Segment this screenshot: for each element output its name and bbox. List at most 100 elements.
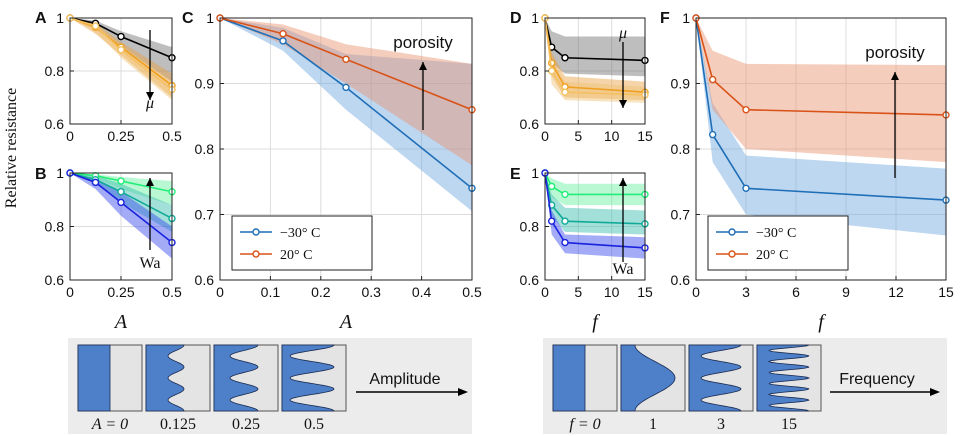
- y-tick-label: 1: [531, 10, 539, 26]
- x-axis-label: A: [338, 311, 353, 333]
- data-point: [742, 105, 750, 114]
- series-line-1: [544, 172, 646, 225]
- y-tick-label: 0.8: [45, 219, 65, 235]
- data-point: [561, 88, 569, 96]
- legend-label: −30° C: [756, 226, 796, 241]
- x-tick-label: 0: [541, 128, 549, 144]
- band-1: [545, 173, 645, 235]
- series-line-0: [69, 172, 173, 193]
- annotation-arrow-head: [146, 92, 154, 100]
- x-tick-label: 0.5: [162, 128, 182, 144]
- amplitude-illustration: A = 0 0.125 0.25 0.5 Amplitude: [68, 338, 472, 434]
- band-2: [70, 173, 172, 259]
- y-tick-label: 0.8: [520, 219, 540, 235]
- data-point: [547, 182, 556, 191]
- x-axis-label: f: [818, 311, 826, 333]
- illustration-fill: [620, 344, 676, 412]
- y-tick-label: 1: [206, 10, 214, 26]
- illustration-fill: [552, 344, 586, 412]
- x-tick-label: 0.4: [412, 284, 432, 300]
- data-point: [279, 37, 287, 45]
- series-line-2: [69, 172, 173, 244]
- y-axis-label: Relative resistance: [3, 88, 20, 208]
- series-line-0: [695, 17, 947, 201]
- legend-label: 20° C: [280, 248, 312, 263]
- y-tick-label: 0.7: [671, 207, 691, 223]
- series-line-2: [544, 17, 646, 96]
- band-2: [545, 173, 645, 259]
- y-tick-label: 0.8: [671, 141, 691, 157]
- legend-marker: [728, 228, 736, 236]
- x-tick-label: 0.5: [162, 284, 182, 300]
- series-line-0: [544, 172, 645, 196]
- panel-d: 0 5 10 15 0.6 0.8 1Dμ: [510, 10, 653, 144]
- annotation-label: Wa: [140, 255, 161, 272]
- data-point: [561, 217, 569, 225]
- amplitude-label-2: 0.25: [232, 416, 260, 433]
- panel-label: A: [35, 10, 47, 27]
- x-axis-label: A: [113, 311, 128, 333]
- y-tick-label: 1: [531, 165, 539, 181]
- x-tick-label: 10: [604, 284, 620, 300]
- annotation-arrow-head: [419, 62, 427, 70]
- annotation-label: μ: [145, 95, 154, 112]
- amplitude-arrow-label: Amplitude: [369, 371, 440, 388]
- x-tick-label: 9: [842, 284, 850, 300]
- data-point: [91, 178, 100, 187]
- panel-f: 0 3 6 9 12 15 0.6 0.7 0.8 0.9 1Ff porosity −30° C 20°…: [660, 10, 954, 333]
- series-line-2: [69, 17, 173, 91]
- y-tick-label: 0.9: [195, 76, 215, 92]
- panel-label: B: [35, 166, 47, 183]
- y-tick-label: 0.6: [520, 272, 540, 288]
- y-tick-label: 0.6: [520, 116, 540, 132]
- data-point: [561, 190, 569, 199]
- series-line-1: [695, 17, 947, 116]
- panel-b: 0 0.25 0.5 0.6 0.8 1B A Wa: [35, 165, 182, 333]
- x-axis-label: f: [592, 311, 600, 333]
- y-tick-label: 0.9: [671, 76, 691, 92]
- y-tick-label: 0.8: [520, 63, 540, 79]
- frequency-arrow-head: [930, 388, 940, 396]
- y-tick-label: 0.6: [45, 272, 65, 288]
- annotation-label: Wa: [613, 261, 634, 278]
- bottom-illustrations: A = 0 0.125 0.25 0.5 Amplitude f = 0 1 3 15 Frequ…: [68, 338, 947, 434]
- x-tick-label: 0: [541, 284, 549, 300]
- annotation-label: μ: [618, 25, 627, 42]
- band-1: [545, 18, 645, 101]
- x-tick-label: 10: [604, 128, 620, 144]
- frequency-label-0: f = 0: [569, 416, 600, 433]
- illustration-fill: [77, 344, 111, 412]
- panel-label: F: [660, 10, 670, 27]
- frequency-label-2: 3: [717, 416, 725, 433]
- x-tick-label: 0.25: [107, 284, 134, 300]
- data-point: [117, 177, 125, 185]
- illustration-fill: [281, 344, 335, 412]
- x-tick-label: 0: [216, 284, 224, 300]
- amplitude-label-1: 0.125: [160, 416, 196, 433]
- data-point: [547, 217, 556, 225]
- amplitude-label-0: A = 0: [91, 416, 128, 433]
- annotation-arrow-head: [146, 178, 154, 186]
- illustration-fill: [213, 344, 259, 412]
- data-point: [117, 198, 125, 207]
- band-0: [220, 18, 472, 212]
- data-point: [742, 184, 750, 193]
- frequency-label-1: 1: [649, 416, 657, 433]
- frequency-label-3: 15: [781, 416, 797, 433]
- panel-label: D: [510, 10, 522, 27]
- band-1: [696, 18, 946, 163]
- band-1: [220, 18, 472, 166]
- x-tick-label: 5: [574, 128, 582, 144]
- x-tick-label: 15: [637, 128, 653, 144]
- legend-marker: [252, 228, 260, 236]
- data-point: [117, 188, 125, 196]
- illustration-fill: [688, 344, 742, 412]
- legend-box: [231, 215, 373, 271]
- panel-e: 0 5 10 15 0.6 0.8 1Ef Wa: [510, 165, 653, 333]
- series-line-0: [69, 17, 173, 59]
- amplitude-arrow-head: [458, 388, 468, 396]
- series-line-1: [219, 17, 473, 111]
- illustration-fill: [756, 344, 811, 412]
